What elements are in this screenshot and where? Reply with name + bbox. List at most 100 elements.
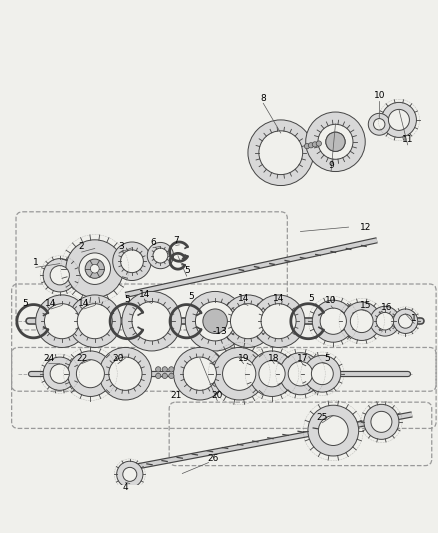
Circle shape [120, 250, 143, 272]
Text: 14: 14 [237, 294, 249, 303]
Circle shape [230, 304, 265, 338]
Text: 6: 6 [150, 238, 155, 247]
Circle shape [221, 295, 274, 348]
Circle shape [258, 361, 285, 387]
Text: 10: 10 [373, 91, 384, 100]
Circle shape [370, 411, 391, 432]
Circle shape [67, 351, 113, 397]
Circle shape [279, 353, 321, 395]
Text: 25: 25 [316, 413, 327, 422]
Circle shape [369, 306, 399, 336]
Circle shape [252, 295, 304, 348]
Text: 21: 21 [170, 391, 181, 400]
Circle shape [155, 373, 160, 378]
Circle shape [162, 367, 167, 372]
Circle shape [204, 310, 226, 332]
Circle shape [50, 265, 69, 285]
Text: 17: 17 [296, 354, 307, 363]
Circle shape [147, 243, 173, 269]
Circle shape [123, 467, 137, 481]
Circle shape [173, 348, 226, 400]
Text: 20: 20 [211, 391, 223, 400]
Circle shape [76, 360, 104, 387]
Circle shape [35, 295, 88, 348]
Circle shape [77, 304, 112, 338]
Text: 10: 10 [325, 296, 336, 305]
Text: 5: 5 [124, 295, 130, 304]
Text: 5: 5 [188, 292, 194, 301]
Circle shape [367, 114, 389, 135]
Text: 15: 15 [360, 301, 371, 310]
Text: 18: 18 [268, 354, 279, 363]
Text: 20: 20 [112, 354, 124, 363]
Text: 16: 16 [380, 303, 392, 312]
Text: 5: 5 [308, 294, 314, 303]
Circle shape [90, 264, 99, 273]
Text: 14: 14 [78, 299, 89, 308]
Text: 4: 4 [122, 483, 128, 492]
Text: 26: 26 [207, 454, 218, 463]
Text: 7: 7 [173, 236, 178, 245]
Circle shape [222, 357, 255, 390]
Text: 1: 1 [410, 313, 416, 322]
Text: 8: 8 [260, 93, 265, 102]
Circle shape [315, 141, 321, 146]
Circle shape [152, 248, 167, 263]
Text: 24: 24 [43, 354, 54, 363]
Circle shape [375, 312, 393, 330]
Circle shape [113, 242, 151, 280]
Text: 1: 1 [33, 257, 39, 266]
Circle shape [195, 302, 234, 341]
Text: 12: 12 [360, 223, 371, 232]
Circle shape [183, 357, 216, 390]
Circle shape [66, 240, 124, 297]
Circle shape [249, 351, 294, 397]
Circle shape [122, 292, 181, 351]
Circle shape [132, 302, 171, 341]
Circle shape [381, 102, 416, 138]
Circle shape [202, 309, 227, 334]
Circle shape [325, 132, 344, 151]
Circle shape [307, 143, 313, 148]
Text: 9: 9 [328, 161, 333, 171]
Circle shape [43, 259, 76, 292]
Circle shape [168, 373, 173, 378]
Text: 11: 11 [401, 135, 413, 144]
Circle shape [247, 120, 313, 185]
Text: 5: 5 [323, 354, 329, 363]
Circle shape [319, 308, 346, 334]
Circle shape [350, 310, 372, 333]
Text: 3: 3 [118, 243, 124, 251]
Circle shape [162, 373, 167, 378]
Circle shape [318, 416, 347, 446]
Circle shape [68, 295, 121, 348]
Circle shape [311, 300, 353, 342]
Circle shape [303, 356, 340, 392]
Circle shape [305, 112, 364, 172]
Circle shape [117, 461, 143, 488]
Circle shape [388, 109, 409, 131]
Circle shape [185, 292, 244, 351]
Circle shape [363, 405, 398, 439]
Circle shape [325, 132, 344, 151]
Text: 14: 14 [45, 299, 57, 308]
Circle shape [342, 302, 380, 341]
Circle shape [288, 361, 312, 386]
Circle shape [317, 124, 352, 159]
Circle shape [44, 304, 79, 338]
Circle shape [398, 314, 412, 328]
Circle shape [50, 364, 69, 383]
Circle shape [43, 357, 76, 390]
Circle shape [212, 348, 265, 400]
Circle shape [307, 405, 358, 456]
Circle shape [311, 142, 317, 147]
Circle shape [304, 143, 309, 149]
Circle shape [99, 348, 151, 400]
Circle shape [261, 304, 295, 338]
Circle shape [79, 253, 110, 285]
Circle shape [258, 131, 302, 175]
Circle shape [155, 367, 160, 372]
Text: -13: -13 [212, 327, 226, 336]
Text: 19: 19 [237, 354, 249, 363]
Circle shape [85, 259, 104, 278]
